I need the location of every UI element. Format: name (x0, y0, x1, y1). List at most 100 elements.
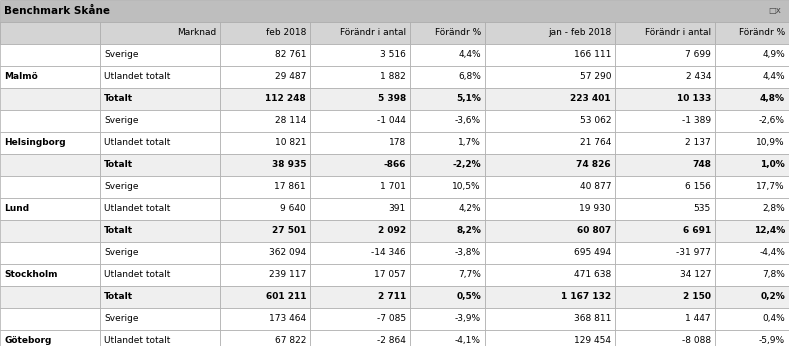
Bar (0, 22, 100, 44)
Text: 2 137: 2 137 (686, 138, 711, 147)
Bar (0, 286, 100, 308)
Text: 12,4%: 12,4% (753, 227, 785, 236)
Bar (715, 242, 789, 264)
Text: 7,8%: 7,8% (762, 271, 785, 280)
Text: Förändr %: Förändr % (739, 28, 785, 37)
Bar (0, 66, 100, 88)
Bar (410, 110, 485, 132)
Text: □x: □x (768, 7, 781, 16)
Bar (100, 242, 220, 264)
Bar (100, 110, 220, 132)
Bar (715, 286, 789, 308)
Bar (0, 264, 100, 286)
Bar (220, 176, 310, 198)
Bar (100, 66, 220, 88)
Bar (410, 176, 485, 198)
Text: 10 133: 10 133 (677, 94, 711, 103)
Text: -5,9%: -5,9% (759, 337, 785, 346)
Text: 1 167 132: 1 167 132 (561, 292, 611, 301)
Bar (310, 22, 410, 44)
Text: 2 711: 2 711 (378, 292, 406, 301)
Text: 34 127: 34 127 (679, 271, 711, 280)
Bar (615, 330, 715, 346)
Bar (715, 66, 789, 88)
Bar (310, 132, 410, 154)
Text: 2 150: 2 150 (683, 292, 711, 301)
Text: 2 092: 2 092 (378, 227, 406, 236)
Text: 178: 178 (389, 138, 406, 147)
Text: 748: 748 (692, 161, 711, 170)
Bar (220, 198, 310, 220)
Bar (485, 264, 615, 286)
Text: 4,4%: 4,4% (458, 51, 481, 60)
Bar (485, 88, 615, 110)
Text: 7,7%: 7,7% (458, 271, 481, 280)
Text: 2 434: 2 434 (686, 73, 711, 82)
Bar (485, 22, 615, 44)
Bar (220, 330, 310, 346)
Bar (615, 264, 715, 286)
Bar (310, 330, 410, 346)
Text: 695 494: 695 494 (574, 248, 611, 257)
Bar (310, 242, 410, 264)
Bar (715, 264, 789, 286)
Bar (410, 198, 485, 220)
Bar (615, 308, 715, 330)
Bar (715, 198, 789, 220)
Text: 4,4%: 4,4% (762, 73, 785, 82)
Bar (100, 220, 220, 242)
Bar (310, 264, 410, 286)
Text: 38 935: 38 935 (271, 161, 306, 170)
Text: -4,1%: -4,1% (455, 337, 481, 346)
Bar (715, 132, 789, 154)
Text: Sverige: Sverige (104, 315, 139, 324)
Text: Marknad: Marknad (177, 28, 216, 37)
Bar (715, 22, 789, 44)
Text: 6 156: 6 156 (685, 182, 711, 191)
Bar (100, 44, 220, 66)
Bar (410, 308, 485, 330)
Bar (615, 242, 715, 264)
Bar (485, 176, 615, 198)
Text: 57 290: 57 290 (579, 73, 611, 82)
Bar (485, 132, 615, 154)
Bar (100, 264, 220, 286)
Bar (220, 154, 310, 176)
Text: 2,8%: 2,8% (762, 204, 785, 213)
Bar (485, 308, 615, 330)
Bar (220, 66, 310, 88)
Text: Malmö: Malmö (4, 73, 38, 82)
Text: 17,7%: 17,7% (757, 182, 785, 191)
Text: 166 111: 166 111 (574, 51, 611, 60)
Bar (410, 44, 485, 66)
Text: 368 811: 368 811 (574, 315, 611, 324)
Bar (615, 66, 715, 88)
Bar (615, 198, 715, 220)
Text: -2,6%: -2,6% (759, 117, 785, 126)
Bar (220, 242, 310, 264)
Bar (310, 154, 410, 176)
Bar (0, 132, 100, 154)
Bar (715, 154, 789, 176)
Text: Benchmark Skåne: Benchmark Skåne (4, 6, 110, 16)
Text: Sverige: Sverige (104, 51, 139, 60)
Bar (220, 88, 310, 110)
Bar (220, 220, 310, 242)
Text: -1 389: -1 389 (682, 117, 711, 126)
Text: Sverige: Sverige (104, 117, 139, 126)
Bar (485, 242, 615, 264)
Text: Sverige: Sverige (104, 248, 139, 257)
Bar (0, 242, 100, 264)
Text: 239 117: 239 117 (269, 271, 306, 280)
Text: 601 211: 601 211 (266, 292, 306, 301)
Text: -2 864: -2 864 (377, 337, 406, 346)
Text: -3,6%: -3,6% (455, 117, 481, 126)
Bar (0, 220, 100, 242)
Text: -1 044: -1 044 (377, 117, 406, 126)
Bar (310, 308, 410, 330)
Text: 60 807: 60 807 (577, 227, 611, 236)
Text: Lund: Lund (4, 204, 29, 213)
Bar (220, 110, 310, 132)
Bar (220, 308, 310, 330)
Bar (310, 66, 410, 88)
